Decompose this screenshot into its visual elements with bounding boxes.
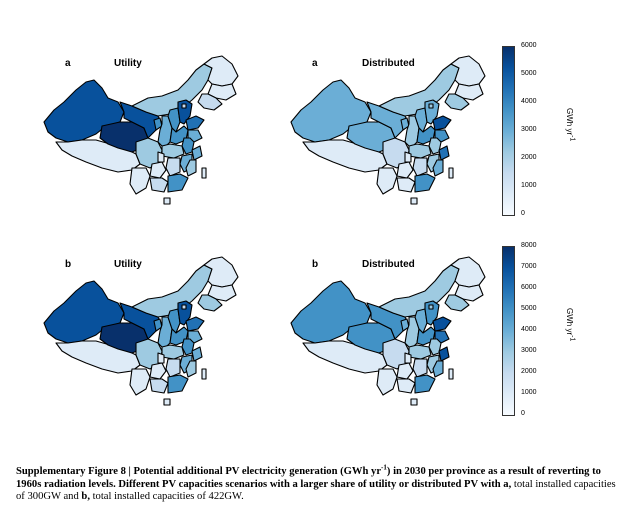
province-hunan bbox=[165, 157, 181, 177]
province-liaoning bbox=[197, 294, 223, 312]
legend-tick: 1000 bbox=[521, 182, 537, 189]
panel-a-distributed-title: Distributed bbox=[362, 58, 415, 69]
province-guizhou bbox=[396, 161, 414, 179]
legend-unit-top: GWh yr-1 bbox=[565, 108, 576, 142]
legend-tick: 1000 bbox=[521, 389, 537, 396]
province-shandong bbox=[432, 115, 452, 131]
province-yunnan bbox=[129, 368, 151, 396]
province-guangxi bbox=[396, 378, 416, 394]
province-hainan bbox=[163, 197, 171, 205]
province-yunnan bbox=[129, 167, 151, 195]
legend-tick: 3000 bbox=[521, 126, 537, 133]
province-taiwan bbox=[448, 368, 454, 380]
province-hunan bbox=[412, 157, 428, 177]
province-chongqing bbox=[404, 352, 412, 364]
legend-tick: 8000 bbox=[521, 242, 537, 249]
legend-tick: 5000 bbox=[521, 305, 537, 312]
province-chongqing bbox=[157, 151, 165, 163]
province-liaoning bbox=[444, 294, 470, 312]
colorbar-top bbox=[502, 46, 515, 216]
province-hunan bbox=[412, 358, 428, 378]
province-guangdong bbox=[167, 173, 189, 193]
panel-b-distributed-letter: b bbox=[312, 259, 319, 270]
province-guizhou bbox=[149, 362, 167, 380]
province-liaoning bbox=[444, 93, 470, 111]
figure-caption: Supplementary Figure 8 | Potential addit… bbox=[16, 463, 616, 503]
province-fujian bbox=[432, 360, 444, 378]
panel-a-utility-letter: a bbox=[65, 58, 71, 69]
province-hunan bbox=[165, 358, 181, 378]
legend-tick: 5000 bbox=[521, 70, 537, 77]
province-beijing bbox=[181, 103, 187, 109]
province-hubei bbox=[408, 344, 432, 360]
province-guangxi bbox=[149, 378, 169, 394]
legend-tick: 6000 bbox=[521, 42, 537, 49]
province-taiwan bbox=[201, 167, 207, 179]
province-beijing bbox=[428, 103, 434, 109]
colorbar-bottom bbox=[502, 246, 515, 416]
legend-tick: 2000 bbox=[521, 368, 537, 375]
legend-tick: 6000 bbox=[521, 284, 537, 291]
legend-tick: 7000 bbox=[521, 263, 537, 270]
panel-a-distributed-letter: a bbox=[312, 58, 318, 69]
legend-tick: 4000 bbox=[521, 326, 537, 333]
province-yunnan bbox=[376, 368, 398, 396]
province-zhejiang bbox=[438, 145, 450, 161]
panel-a-utility-title: Utility bbox=[114, 58, 142, 69]
province-guangxi bbox=[149, 177, 169, 193]
province-guizhou bbox=[149, 161, 167, 179]
legend-tick: 0 bbox=[521, 210, 525, 217]
province-shandong bbox=[185, 115, 205, 131]
legend-tick: 3000 bbox=[521, 347, 537, 354]
province-shandong bbox=[185, 316, 205, 332]
province-zhejiang bbox=[438, 346, 450, 362]
map-a-utility bbox=[43, 55, 239, 205]
province-taiwan bbox=[448, 167, 454, 179]
province-hainan bbox=[410, 398, 418, 406]
map-b-distributed bbox=[290, 256, 486, 406]
province-beijing bbox=[181, 304, 187, 310]
province-guizhou bbox=[396, 362, 414, 380]
province-zhejiang bbox=[191, 346, 203, 362]
province-hubei bbox=[408, 143, 432, 159]
province-guangdong bbox=[414, 173, 436, 193]
legend-tick: 4000 bbox=[521, 98, 537, 105]
legend-unit-bottom: GWh yr-1 bbox=[565, 308, 576, 342]
province-shandong bbox=[432, 316, 452, 332]
panel-b-utility-letter: b bbox=[65, 259, 72, 270]
province-chongqing bbox=[404, 151, 412, 163]
province-guangdong bbox=[414, 374, 436, 394]
province-guangdong bbox=[167, 374, 189, 394]
legend-tick: 2000 bbox=[521, 154, 537, 161]
province-innermongolia bbox=[131, 63, 213, 117]
province-fujian bbox=[185, 159, 197, 177]
map-b-utility bbox=[43, 256, 239, 406]
map-a-distributed bbox=[290, 55, 486, 205]
province-beijing bbox=[428, 304, 434, 310]
province-liaoning bbox=[197, 93, 223, 111]
province-hubei bbox=[161, 143, 185, 159]
province-chongqing bbox=[157, 352, 165, 364]
province-guangxi bbox=[396, 177, 416, 193]
province-fujian bbox=[185, 360, 197, 378]
province-innermongolia bbox=[378, 264, 460, 318]
province-yunnan bbox=[376, 167, 398, 195]
panel-b-distributed-title: Distributed bbox=[362, 259, 415, 270]
province-hainan bbox=[163, 398, 171, 406]
panel-b-utility-title: Utility bbox=[114, 259, 142, 270]
province-taiwan bbox=[201, 368, 207, 380]
province-zhejiang bbox=[191, 145, 203, 161]
province-hainan bbox=[410, 197, 418, 205]
province-fujian bbox=[432, 159, 444, 177]
province-innermongolia bbox=[378, 63, 460, 117]
legend-tick: 0 bbox=[521, 410, 525, 417]
province-innermongolia bbox=[131, 264, 213, 318]
province-hubei bbox=[161, 344, 185, 360]
